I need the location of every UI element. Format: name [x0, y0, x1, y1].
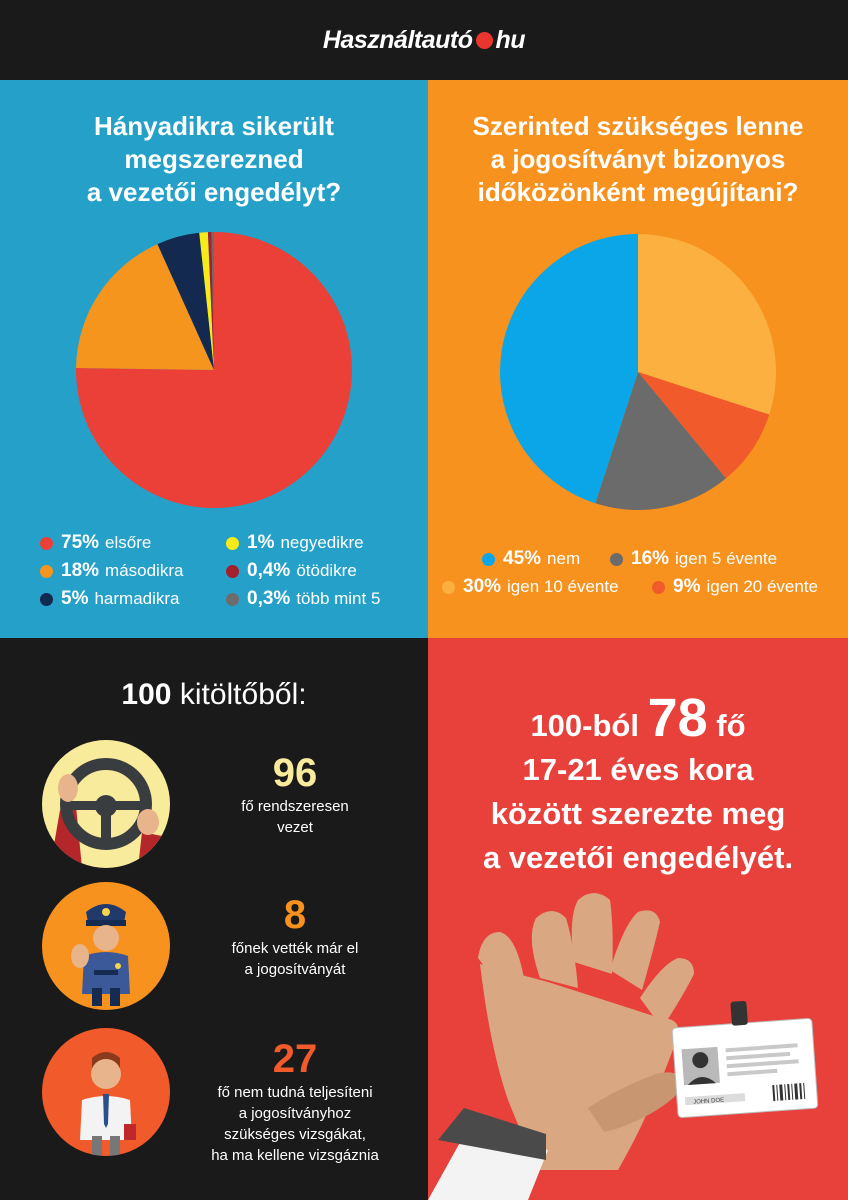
stats-heading-text: kitöltőből: — [179, 678, 307, 711]
age-fact-line: 17-21 éves kora — [522, 752, 754, 787]
legend-label: több mint 5 — [296, 589, 381, 608]
stat-text: fő nem tudná teljesíteni — [217, 1084, 373, 1101]
age-fact-big-number: 78 — [647, 688, 708, 748]
legend-pct: 5% — [61, 588, 89, 609]
age-fact-prefix: 100-ból — [530, 708, 639, 743]
legend-dot-icon — [652, 580, 665, 594]
legend-dot-icon — [40, 564, 53, 578]
stat-number: 8 — [283, 893, 307, 937]
chart2-title-line: időközönként megújítani? — [477, 177, 799, 207]
chart2-title-line: a jogosítványt bizonyos — [490, 144, 786, 174]
renewal-slice-igen-10-évente — [638, 234, 776, 415]
legend-item: 16% igen 5 évente — [610, 548, 777, 570]
legend-pct: 9% — [673, 576, 701, 597]
legend-item: 0,3% több mint 5 — [226, 588, 380, 610]
stat-text: vezet — [277, 819, 313, 836]
logo-dot-icon — [475, 31, 493, 49]
chart2-title: Szerinted szükséges lenne a jogosítványt… — [428, 110, 848, 209]
panel-license-renewal: Szerinted szükséges lenne a jogosítványt… — [428, 80, 848, 638]
chart1-title-line: megszerezned — [124, 144, 304, 174]
legend-dot-icon — [610, 552, 623, 566]
stat-block: 27 fő nem tudná teljesíteni a jogosítván… — [200, 1036, 390, 1166]
stat-text: fő rendszeresen — [241, 798, 349, 815]
chart2-title-line: Szerinted szükséges lenne — [472, 111, 804, 141]
attempts-slice-harmadikra — [157, 232, 214, 370]
legend-item: 45% nem — [482, 548, 580, 570]
panel-license-attempts: Hányadikra sikerült megszerezned a vezet… — [0, 80, 428, 638]
legend-pct: 45% — [503, 548, 542, 569]
legend-dot-icon — [40, 592, 53, 606]
panel-respondent-stats: 100 kitöltőből: 96 fő rendszeresen vezet — [0, 638, 428, 1200]
legend-label: elsőre — [105, 533, 152, 552]
police-officer-icon — [42, 882, 170, 1010]
legend-label: igen 5 évente — [675, 549, 778, 568]
legend-pct: 0,4% — [247, 560, 291, 581]
legend-pct: 18% — [61, 560, 100, 581]
legend-item: 5% harmadikra — [40, 588, 180, 610]
attempts-slice-másodikra — [76, 244, 214, 370]
attempts-slice-ötödikre — [207, 232, 214, 370]
legend-label: harmadikra — [94, 589, 180, 608]
chart1-title-line: Hányadikra sikerült — [94, 111, 334, 141]
stats-heading: 100 kitöltőből: — [0, 678, 428, 712]
chart1-title-line: a vezetői engedélyt? — [86, 177, 342, 207]
attempts-slice-elsőre — [75, 232, 352, 508]
legend-dot-icon — [226, 564, 239, 578]
legend-pct: 30% — [463, 576, 502, 597]
steering-wheel-icon — [42, 740, 170, 868]
legend-item: 30% igen 10 évente — [442, 576, 619, 598]
header: Használtautó hu — [0, 0, 848, 80]
renewal-slice-igen-20-évente — [638, 372, 770, 479]
legend-item: 75% elsőre — [40, 532, 151, 554]
attempts-slice-negyedikre — [199, 232, 214, 370]
age-fact-line: a vezetői engedélyét. — [482, 840, 794, 875]
stats-heading-number: 100 — [121, 678, 172, 711]
pie-chart-renewal — [500, 234, 776, 510]
age-fact-line: között szerezte meg — [490, 796, 786, 831]
legend-pct: 0,3% — [247, 588, 291, 609]
renewal-slice-igen-5-évente — [595, 372, 726, 510]
legend-label: igen 10 évente — [507, 577, 619, 596]
stat-text: főnek vették már el — [231, 940, 359, 957]
age-fact-text: 100-ból 78 fő 17-21 éves kora között sze… — [428, 691, 848, 880]
legend-item: 1% negyedikre — [226, 532, 364, 554]
stat-text: a jogosítványát — [244, 961, 346, 978]
legend-item: 18% másodikra — [40, 560, 183, 582]
legend-label: igen 20 évente — [706, 577, 819, 596]
stat-text: szükséges vizsgákat, — [224, 1126, 366, 1143]
legend-pct: 1% — [247, 532, 275, 553]
panel-age-fact: 100-ból 78 fő 17-21 éves kora között sze… — [428, 638, 848, 1200]
legend-pct: 16% — [631, 548, 670, 569]
legend-item: 9% igen 20 évente — [652, 576, 818, 598]
legend-pct: 75% — [61, 532, 100, 553]
logo-tld: hu — [495, 25, 526, 54]
legend-dot-icon — [442, 580, 455, 594]
legend-dot-icon — [482, 552, 495, 566]
stat-number: 96 — [272, 751, 318, 795]
legend-label: negyedikre — [280, 533, 364, 552]
legend-dot-icon — [226, 592, 239, 606]
legend-label: ötödikre — [296, 561, 357, 580]
stat-number: 27 — [272, 1037, 318, 1081]
stat-text: a jogosítványhoz — [238, 1105, 352, 1122]
logo-text: Használtautó — [322, 25, 473, 54]
attempts-slice-több-mint-5 — [211, 232, 214, 370]
stat-block: 96 fő rendszeresen vezet — [200, 750, 390, 838]
legend-dot-icon — [226, 536, 239, 550]
card-name: JOHN DOE — [693, 1098, 724, 1106]
legend-item: 0,4% ötödikre — [226, 560, 357, 582]
age-fact-line: 100-ból 78 fő — [428, 691, 848, 748]
chart1-title: Hányadikra sikerült megszerezned a vezet… — [0, 110, 428, 209]
hand-holding-license-icon: JOHN DOE — [428, 893, 819, 1200]
pie-chart-attempts — [75, 232, 352, 508]
site-logo[interactable]: Használtautó hu — [322, 25, 526, 55]
legend-dot-icon — [40, 536, 53, 550]
legend-label: másodikra — [105, 561, 184, 580]
age-fact-suffix: fő — [716, 708, 746, 743]
legend-label: nem — [547, 549, 581, 568]
stat-block: 8 főnek vették már el a jogosítványát — [200, 892, 390, 980]
renewal-slice-nem — [500, 234, 638, 504]
stat-text: ha ma kellene vizsgáznia — [211, 1147, 379, 1164]
worried-man-icon — [42, 1028, 170, 1156]
